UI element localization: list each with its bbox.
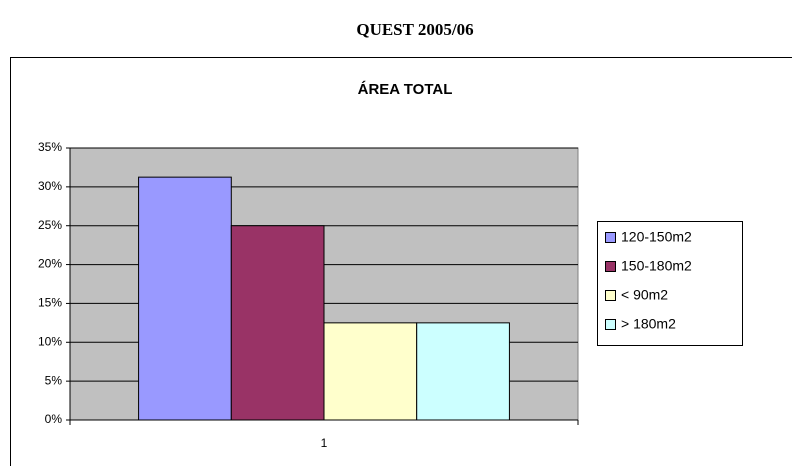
y-tick-label: 25% <box>38 218 62 232</box>
y-tick-label: 35% <box>38 140 62 154</box>
y-tick-label: 30% <box>38 179 62 193</box>
x-tick-label: 1 <box>321 436 328 450</box>
legend-swatch <box>605 232 616 243</box>
bar <box>416 322 510 421</box>
y-tick-label: 20% <box>38 257 62 271</box>
legend-swatch <box>605 319 616 330</box>
legend-label: 120-150m2 <box>621 229 692 245</box>
legend-swatch <box>605 261 616 272</box>
legend-label: > 180m2 <box>621 316 676 332</box>
bar <box>138 176 232 421</box>
y-tick-label: 5% <box>45 373 63 387</box>
bar <box>323 322 418 421</box>
legend-swatch <box>605 290 616 301</box>
legend-box <box>597 221 743 346</box>
page-heading: QUEST 2005/06 <box>356 20 473 39</box>
legend-label: < 90m2 <box>621 287 668 303</box>
y-tick-label: 0% <box>45 412 63 426</box>
legend-label: 150-180m2 <box>621 258 692 274</box>
y-tick-label: 10% <box>38 334 62 348</box>
y-tick-label: 15% <box>38 296 62 310</box>
chart-title: ÁREA TOTAL <box>358 81 453 98</box>
bar <box>230 225 325 421</box>
